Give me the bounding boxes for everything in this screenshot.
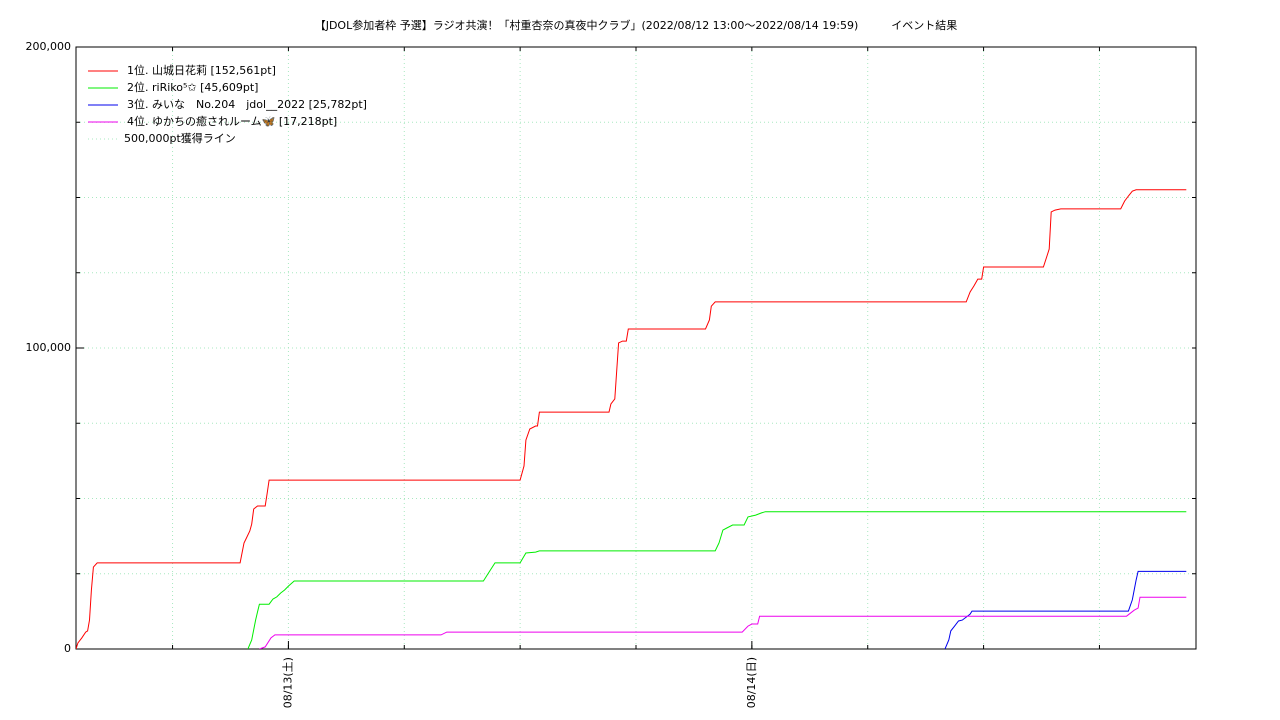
- series-line: [944, 570, 1187, 649]
- legend-label: 1位. 山城日花莉 [152,561pt]: [127, 63, 276, 77]
- y-tick-label: 200,000: [26, 40, 72, 53]
- x-tick-label: 08/14(日): [745, 657, 758, 708]
- y-tick-label: 0: [64, 642, 71, 655]
- legend-label: 3位. みいな No.204 jdol__2022 [25,782pt]: [127, 97, 367, 111]
- chart-title: 【JDOL参加者枠 予選】ラジオ共演！「村重杏奈の真夜中クラブ」(2022/08…: [315, 18, 958, 32]
- legend-label: 4位. ゆかちの癒されルーム🦋 [17,218pt]: [127, 114, 337, 128]
- plot-area: [76, 189, 1187, 649]
- series-line: [76, 189, 1187, 649]
- x-tick-label: 08/13(土): [281, 657, 294, 708]
- series-line: [259, 596, 1187, 649]
- series-line: [247, 511, 1187, 649]
- legend-label: 500,000pt獲得ライン: [124, 132, 236, 145]
- legend-label: 2位. riRiko⁵✩ [45,609pt]: [127, 80, 258, 94]
- y-tick-label: 100,000: [26, 341, 72, 354]
